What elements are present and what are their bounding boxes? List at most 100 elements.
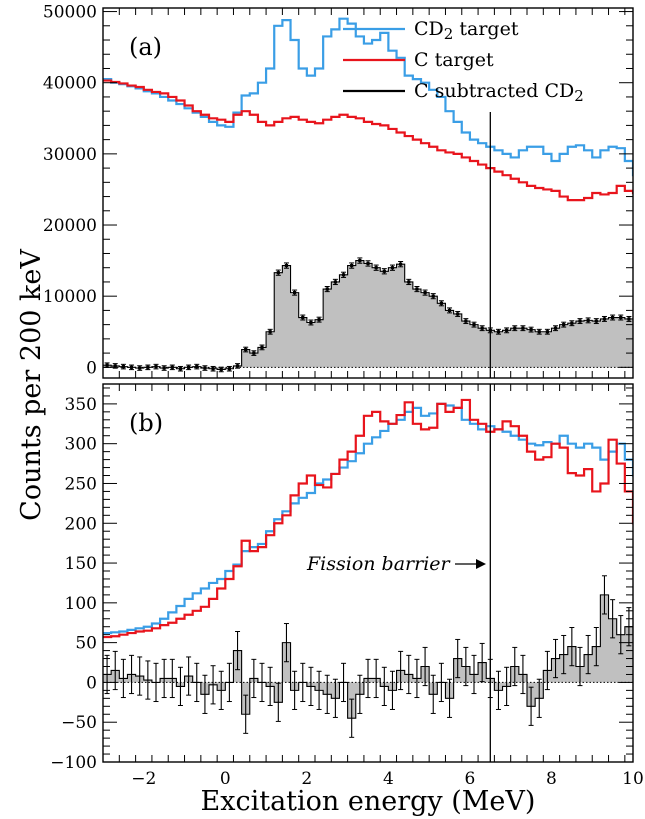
- data-point: [121, 365, 125, 369]
- data-point: [586, 318, 590, 322]
- data-point: [439, 301, 443, 305]
- data-point: [366, 261, 370, 266]
- data-point: [545, 330, 549, 334]
- series-fill-c-subtracted: [103, 594, 633, 719]
- y-tick-label: −100: [50, 753, 97, 773]
- data-point: [358, 258, 362, 263]
- data-point: [244, 347, 248, 352]
- legend-label: CD2 target: [414, 18, 519, 43]
- legend-label: C target: [414, 49, 494, 71]
- data-point: [325, 287, 329, 291]
- y-axis: −100 −50 0 50 100 150 200 250 300 350: [50, 387, 633, 773]
- data-point: [431, 294, 435, 298]
- panel-b: −2 0 2 4 6 8 10 −100 −50 0 50 100 150 200 250 300 350 (b): [50, 383, 644, 789]
- data-point: [138, 366, 142, 370]
- data-point: [578, 319, 582, 323]
- data-point: [496, 330, 501, 334]
- y-tick-label: 50: [75, 634, 97, 654]
- data-point: [219, 367, 223, 372]
- y-tick-label: 150: [65, 554, 97, 574]
- data-point: [529, 328, 533, 332]
- legend-label: C subtracted CD2: [414, 80, 584, 105]
- series-line-c-target: [103, 398, 633, 639]
- overlay: Fission barrier: [306, 112, 491, 762]
- y-tick-label: −50: [61, 713, 97, 733]
- data-point: [113, 364, 117, 368]
- legend: CD2 target C target C subtracted CD2: [343, 18, 584, 105]
- data-point: [553, 326, 558, 330]
- data-point: [390, 266, 395, 270]
- panel-label: (b): [129, 409, 163, 437]
- plot-area: [103, 17, 638, 373]
- data-point: [227, 367, 231, 371]
- y-tick-label: 40000: [43, 74, 97, 94]
- data-point: [619, 315, 623, 320]
- data-point: [154, 365, 158, 369]
- data-point: [472, 323, 476, 327]
- data-point: [301, 315, 305, 320]
- data-point: [211, 367, 215, 371]
- data-point: [235, 364, 240, 368]
- data-point: [146, 365, 150, 369]
- y-tick-label: 30000: [43, 145, 97, 165]
- panel-label: (a): [129, 33, 162, 61]
- series-line-cd2-target: [103, 17, 633, 177]
- series-line-c-target: [103, 79, 633, 202]
- data-point: [594, 319, 598, 323]
- data-point: [382, 269, 386, 273]
- plot-frame: [102, 7, 634, 379]
- x-tick-label: 10: [622, 769, 644, 789]
- series-line-c-subtracted: [103, 260, 633, 371]
- data-point: [611, 315, 615, 320]
- data-point: [187, 365, 191, 369]
- data-point: [423, 291, 427, 295]
- data-point: [447, 308, 452, 313]
- data-point: [635, 319, 638, 322]
- x-tick-label: 0: [220, 769, 231, 789]
- y-tick-label: 300: [65, 435, 97, 455]
- data-point: [178, 367, 183, 371]
- x-tick-label: 2: [301, 769, 312, 789]
- data-point: [129, 365, 134, 369]
- data-point: [513, 326, 517, 330]
- y-tick-label: 0: [86, 673, 97, 693]
- y-tick-label: 250: [65, 474, 97, 494]
- data-point: [399, 262, 403, 266]
- data-point: [284, 263, 289, 268]
- y-axis-title: Counts per 200 keV: [16, 249, 47, 521]
- fission-barrier-label: Fission barrier: [306, 553, 452, 575]
- y-tick-label: 200: [65, 514, 97, 534]
- data-point: [480, 326, 484, 330]
- x-tick-label: −2: [131, 769, 156, 789]
- x-tick-label: 6: [465, 769, 476, 789]
- data-point: [203, 366, 207, 370]
- data-point: [293, 291, 297, 295]
- y-tick-label: 350: [65, 395, 97, 415]
- data-point: [415, 287, 419, 291]
- y-tick-label: 10000: [43, 287, 97, 307]
- data-point: [260, 345, 264, 350]
- y-axis: 0 10000 20000 30000 40000 50000: [43, 3, 633, 378]
- data-point: [464, 319, 468, 323]
- data-point: [570, 321, 574, 325]
- data-point: [627, 317, 631, 321]
- x-axis: −2 0 2 4 6 8 10: [102, 384, 644, 789]
- x-axis: [102, 8, 626, 378]
- data-point: [195, 365, 199, 369]
- y-tick-label: 20000: [43, 216, 97, 236]
- data-point: [537, 330, 541, 334]
- plot-frame: [102, 383, 634, 763]
- data-point: [276, 271, 280, 275]
- y-tick-label: 0: [86, 358, 97, 378]
- data-point: [505, 328, 509, 332]
- x-axis-title: Excitation energy (MeV): [201, 786, 536, 817]
- data-point: [562, 323, 566, 327]
- data-point: [105, 363, 109, 367]
- data-point: [252, 351, 256, 355]
- data-point: [341, 273, 346, 277]
- data-point: [170, 365, 174, 369]
- series-fill-c-subtracted: [103, 260, 633, 370]
- data-point: [317, 318, 321, 322]
